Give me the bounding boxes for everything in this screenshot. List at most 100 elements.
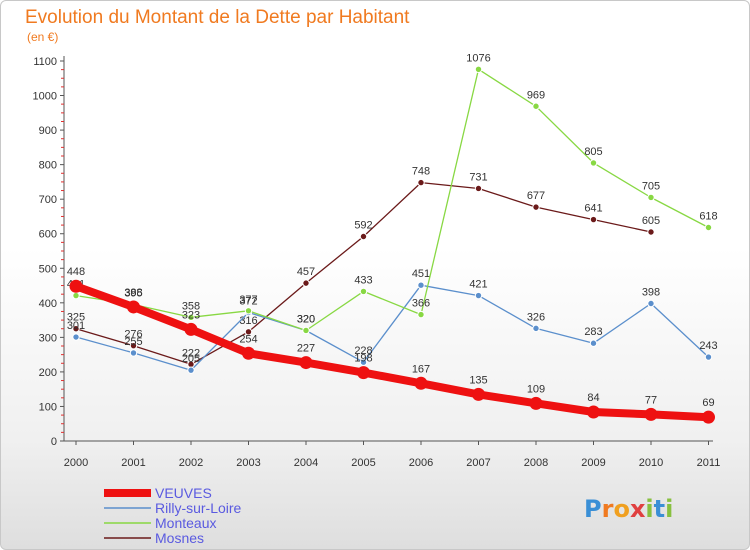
data-point-rilly-sur-loire (129, 349, 138, 357)
y-tick-label: 500 (39, 263, 57, 275)
data-point-veuves (184, 322, 198, 336)
data-label-mosnes: 222 (182, 347, 200, 359)
data-point-monteaux (704, 223, 713, 232)
data-point-monteaux (417, 310, 425, 319)
data-label-rilly-sur-loire: 326 (527, 311, 545, 323)
data-point-mosnes (359, 232, 368, 241)
data-point-veuves (702, 410, 715, 424)
data-label-rilly-sur-loire: 205 (182, 353, 200, 365)
y-tick-label: 0 (51, 436, 57, 448)
data-label-mosnes: 605 (642, 215, 660, 227)
data-label-mosnes: 276 (124, 329, 142, 341)
y-tick-label: 600 (39, 229, 57, 241)
data-point-mosnes (647, 228, 655, 236)
proxiti-logo: Proxiti (584, 495, 673, 523)
data-point-veuves (299, 356, 313, 370)
y-tick-label: 200 (39, 367, 57, 379)
data-label-veuves: 323 (182, 309, 200, 321)
x-tick-label: 2011 (697, 457, 721, 469)
data-point-rilly-sur-loire (474, 291, 483, 300)
data-label-mosnes: 592 (354, 219, 372, 231)
x-tick-label: 2010 (639, 457, 663, 469)
data-point-monteaux (244, 307, 253, 315)
data-label-veuves: 448 (67, 266, 85, 278)
x-tick-label: 2000 (64, 457, 88, 469)
data-point-rilly-sur-loire (532, 324, 540, 333)
data-point-veuves (357, 366, 370, 380)
logo-letter: P (584, 495, 602, 523)
data-point-mosnes (244, 328, 253, 336)
data-point-rilly-sur-loire (359, 358, 368, 366)
series-line-monteaux (75, 68, 710, 332)
data-label-veuves: 198 (354, 353, 372, 365)
legend-label-veuves: VEUVES (155, 485, 212, 501)
data-point-veuves (127, 300, 140, 314)
data-label-monteaux: 395 (124, 288, 142, 300)
y-tick-label: 700 (39, 194, 57, 206)
data-label-mosnes: 677 (527, 190, 545, 202)
legend-label-mosnes: Mosnes (155, 530, 204, 546)
x-tick-label: 2005 (351, 457, 375, 469)
data-point-monteaux (532, 102, 540, 110)
data-label-veuves: 135 (469, 374, 487, 386)
series-line-veuves (72, 282, 713, 422)
data-point-rilly-sur-loire (647, 299, 655, 308)
logo-letter: r (602, 495, 614, 523)
data-label-rilly-sur-loire: 421 (469, 279, 487, 291)
data-point-monteaux (72, 291, 80, 300)
data-label-veuves: 167 (412, 363, 430, 375)
x-tick-label: 2007 (466, 457, 490, 469)
data-label-monteaux: 320 (297, 313, 315, 325)
data-point-mosnes (302, 279, 310, 287)
data-label-rilly-sur-loire: 372 (239, 295, 257, 307)
data-label-rilly-sur-loire: 243 (699, 340, 717, 352)
logo-letter: o (613, 495, 630, 523)
data-point-monteaux (187, 313, 195, 322)
data-label-mosnes: 457 (297, 266, 315, 278)
data-point-veuves (414, 376, 428, 390)
legend-label-rilly-sur-loire: Rilly-sur-Loire (155, 500, 242, 516)
data-label-veuves: 69 (702, 397, 714, 409)
data-label-monteaux: 969 (527, 89, 545, 101)
y-tick-label: 1000 (33, 91, 57, 103)
data-point-veuves (242, 346, 255, 360)
x-tick-label: 2002 (179, 457, 203, 469)
legend-label-monteaux: Monteaux (155, 515, 216, 531)
logo-letter: t (654, 495, 665, 523)
data-point-rilly-sur-loire (417, 281, 425, 289)
data-point-monteaux (647, 193, 655, 202)
data-point-mosnes (589, 215, 598, 224)
y-tick-label: 800 (39, 160, 57, 172)
data-label-monteaux: 358 (182, 300, 200, 312)
data-label-veuves: 254 (239, 333, 257, 345)
data-label-veuves: 109 (527, 383, 545, 395)
data-label-monteaux: 805 (584, 146, 602, 158)
logo-letter: x (630, 495, 646, 523)
data-label-mosnes: 641 (584, 203, 602, 215)
data-label-mosnes: 316 (239, 315, 257, 327)
data-point-mosnes (72, 325, 80, 333)
y-tick-label: 100 (39, 401, 57, 413)
data-label-veuves: 227 (297, 343, 315, 355)
x-tick-label: 2001 (121, 457, 145, 469)
data-point-monteaux (359, 287, 368, 296)
data-point-mosnes (474, 184, 483, 193)
data-label-rilly-sur-loire: 283 (584, 326, 602, 338)
data-point-rilly-sur-loire (72, 333, 80, 341)
data-label-rilly-sur-loire: 255 (124, 336, 142, 348)
data-label-veuves: 84 (587, 392, 599, 404)
data-point-mosnes (532, 203, 540, 211)
data-label-rilly-sur-loire: 398 (642, 287, 660, 299)
data-label-monteaux: 618 (699, 211, 717, 223)
data-point-rilly-sur-loire (187, 366, 195, 374)
data-label-mosnes: 731 (469, 171, 487, 183)
data-point-rilly-sur-loire (589, 339, 598, 347)
data-label-monteaux: 1076 (466, 52, 490, 64)
x-tick-label: 2008 (524, 457, 548, 469)
data-label-rilly-sur-loire: 228 (354, 345, 372, 357)
data-label-veuves: 77 (645, 394, 657, 406)
data-label-monteaux: 433 (354, 274, 372, 286)
data-label-monteaux: 377 (239, 294, 257, 306)
